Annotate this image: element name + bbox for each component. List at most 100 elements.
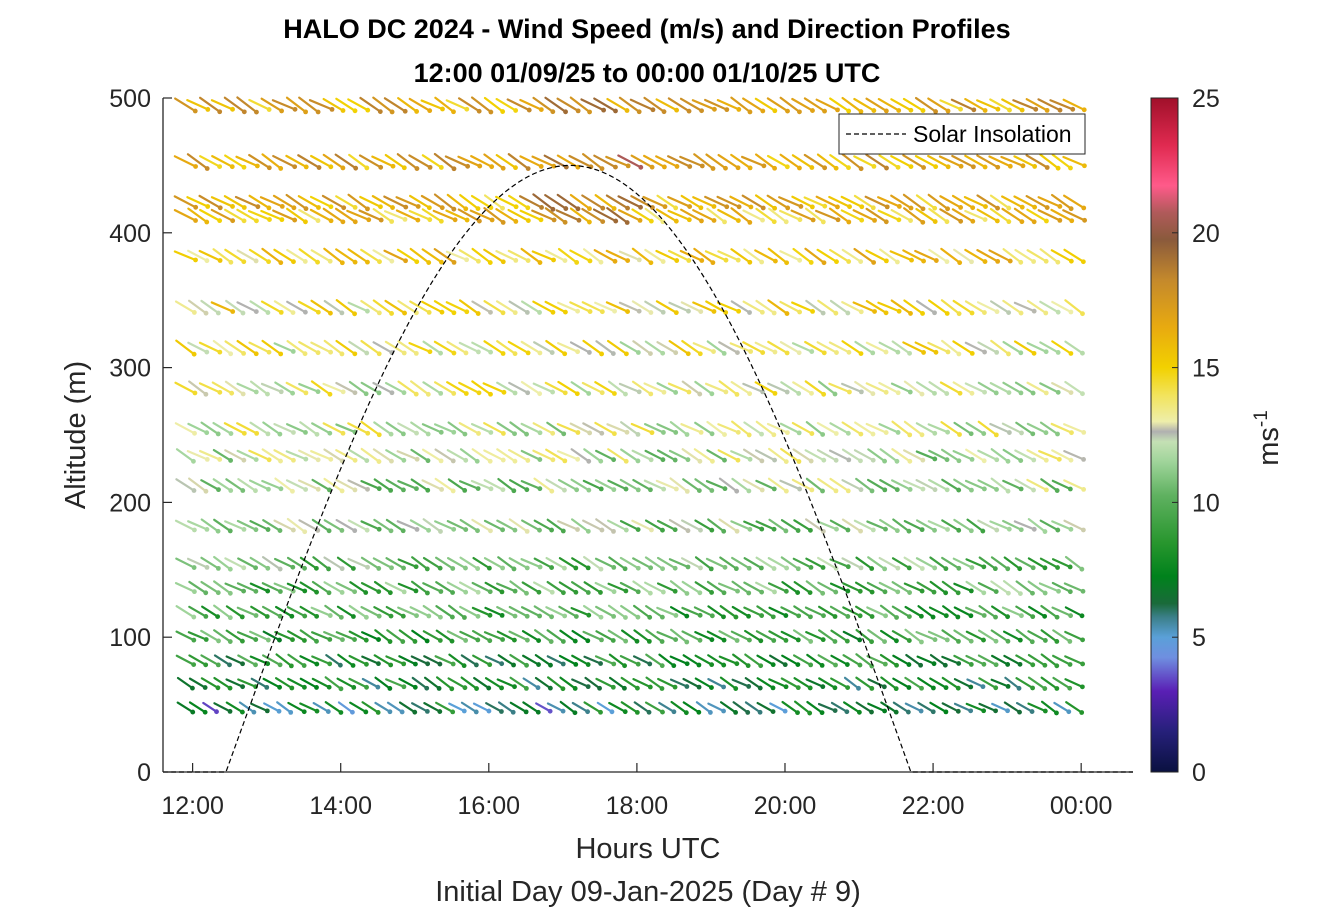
wind-barb <box>507 208 530 222</box>
wind-barb-head <box>573 614 579 619</box>
wind-barb <box>731 556 751 570</box>
wind-barb-head <box>1080 588 1086 594</box>
wind-barb-head <box>808 639 814 644</box>
wind-barb <box>865 97 888 113</box>
wind-barb-head <box>847 204 852 210</box>
wind-barb-head <box>907 614 912 620</box>
wind-barb-head <box>217 457 223 462</box>
wind-barb-head <box>424 638 430 644</box>
wind-barb <box>866 606 887 617</box>
wind-barb-head <box>944 259 950 265</box>
wind-barb <box>841 557 863 569</box>
wind-barb-head <box>709 590 714 595</box>
wind-barb <box>1051 606 1072 617</box>
wind-barb <box>187 341 208 354</box>
wind-barb <box>668 340 690 355</box>
wind-barb <box>830 629 849 643</box>
wind-barb-head <box>971 107 977 113</box>
wind-barb <box>952 557 974 569</box>
wind-barb-head <box>795 637 801 643</box>
wind-barb <box>632 580 652 595</box>
wind-barb <box>1052 676 1071 690</box>
wind-barb <box>1026 249 1048 263</box>
wind-barb-head <box>376 351 382 357</box>
wind-barb <box>829 154 850 169</box>
wind-barb <box>323 556 344 570</box>
wind-barb <box>780 677 800 689</box>
wind-barb-head <box>896 217 902 223</box>
wind-barb-head <box>414 527 420 532</box>
wind-barb <box>533 519 553 532</box>
wind-barb <box>174 381 197 395</box>
wind-barb-head <box>1055 350 1061 355</box>
wind-barb-head <box>870 391 876 397</box>
wind-barb-head <box>758 638 764 644</box>
wind-barb-head <box>215 528 221 534</box>
wind-barb-head <box>709 488 715 493</box>
wind-barb <box>743 421 763 436</box>
wind-barb <box>706 449 726 462</box>
wind-barb-head <box>697 637 703 643</box>
wind-barb <box>200 580 220 594</box>
wind-barb <box>522 654 540 666</box>
wind-barb <box>422 381 442 395</box>
wind-barb-head <box>686 308 691 314</box>
wind-barb <box>496 448 517 463</box>
wind-barb <box>855 676 873 690</box>
wind-barb <box>632 478 652 491</box>
wind-barb-head <box>451 109 456 115</box>
wind-barb <box>360 381 381 394</box>
wind-barb-head <box>499 661 505 667</box>
wind-barb-head <box>745 710 751 715</box>
wind-barb <box>323 339 344 356</box>
wind-barb <box>1051 153 1072 170</box>
wind-barb <box>250 702 269 712</box>
x-tick-label: 20:00 <box>754 792 817 820</box>
wind-barb-head <box>956 311 962 317</box>
wind-barb-head <box>845 310 851 316</box>
wind-barb-head <box>807 590 813 595</box>
wind-barb <box>978 702 997 712</box>
wind-barb-head <box>560 708 566 714</box>
wind-barb-head <box>1031 350 1037 356</box>
wind-barb <box>645 605 664 619</box>
wind-barb-head <box>710 166 716 171</box>
wind-barb <box>373 421 393 436</box>
wind-barb <box>213 604 232 619</box>
wind-barb <box>632 678 652 689</box>
wind-barb-head <box>980 684 986 690</box>
wind-barb <box>965 606 986 617</box>
wind-barb-head <box>807 710 813 716</box>
wind-barb-head <box>908 218 914 223</box>
wind-barb <box>704 250 728 262</box>
wind-barb-head <box>1081 456 1086 462</box>
wind-barb-head <box>1066 709 1072 715</box>
wind-barb-head <box>809 431 815 436</box>
wind-barb <box>779 422 801 434</box>
wind-barb-head <box>882 566 888 572</box>
wind-barb <box>507 340 530 355</box>
wind-barb-head <box>279 108 285 114</box>
wind-barb-head <box>796 350 802 356</box>
wind-barb-head <box>326 684 332 690</box>
wind-barb-head <box>883 389 889 395</box>
wind-barb <box>533 341 554 354</box>
wind-barb-head <box>649 527 654 533</box>
wind-barb <box>446 381 468 395</box>
wind-barb <box>286 582 306 593</box>
colorbar-tick-label: 10 <box>1192 489 1220 517</box>
wind-barb <box>928 381 948 395</box>
wind-barb-head <box>981 486 987 492</box>
wind-barb <box>791 478 813 492</box>
wind-barb <box>805 580 824 595</box>
wind-barb <box>729 342 752 353</box>
wind-barb <box>780 556 800 570</box>
wind-barb-head <box>599 166 605 172</box>
wind-barb-head <box>883 219 889 225</box>
wind-barb-head <box>193 204 199 210</box>
wind-barb <box>730 207 751 224</box>
legend-entry-solar-insolation: Solar Insolation <box>913 121 1072 147</box>
wind-barb <box>840 195 863 208</box>
wind-barb-head <box>585 684 591 690</box>
